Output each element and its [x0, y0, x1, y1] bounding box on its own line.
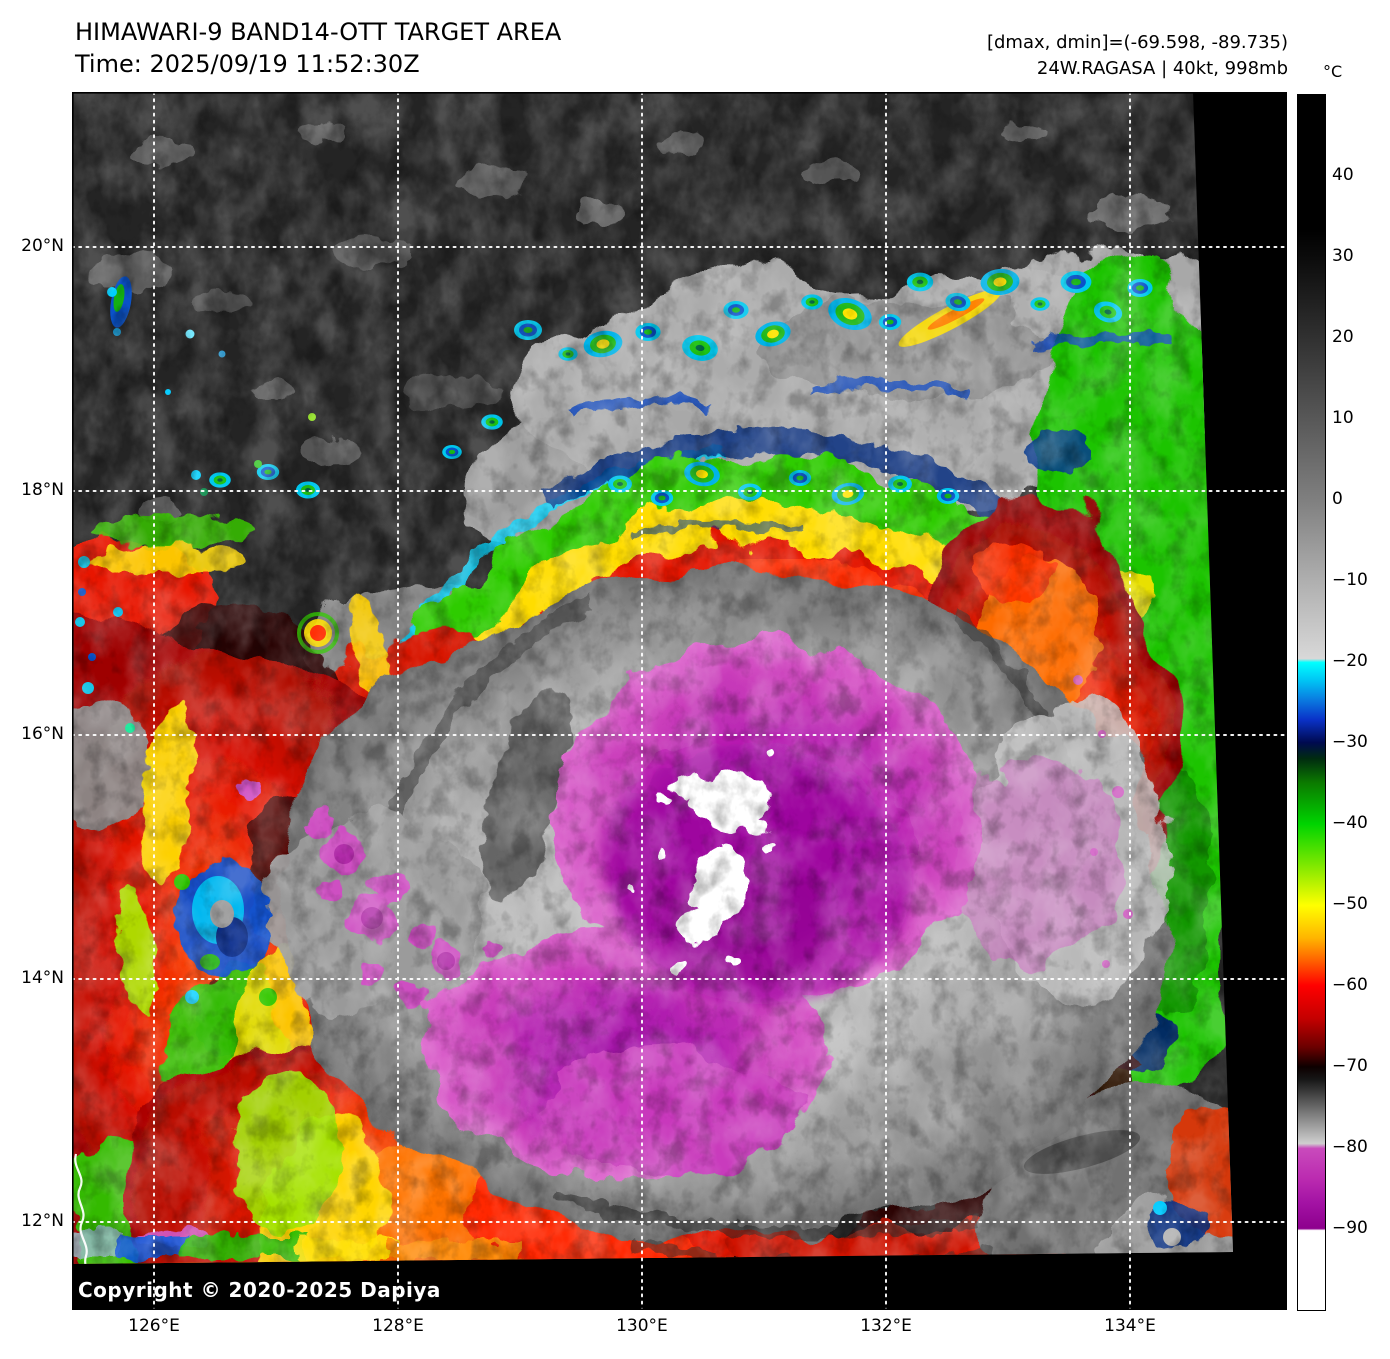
colorbar-tick-label: −70 — [1332, 1056, 1368, 1076]
colorbar-tick-label: −20 — [1332, 651, 1368, 672]
lat-tick-label: 16°N — [21, 723, 64, 744]
lat-tick-label: 12°N — [21, 1211, 64, 1232]
lat-tick-label: 20°N — [21, 236, 64, 257]
lat-tick-label: 14°N — [21, 967, 64, 988]
colorbar-tick-label: −50 — [1332, 894, 1368, 915]
page-title: HIMAWARI-9 BAND14-OTT TARGET AREA — [75, 18, 562, 46]
colorbar-tick-label: 10 — [1332, 408, 1354, 429]
colorbar — [1297, 94, 1326, 1311]
plot-border — [72, 92, 1287, 1310]
colorbar-tick-label: −90 — [1332, 1217, 1368, 1238]
lon-tick-label: 132°E — [860, 1316, 912, 1336]
colorbar-tick-label: −40 — [1332, 813, 1368, 833]
lat-tick-label: 18°N — [21, 480, 64, 501]
colorbar-tick-label: −80 — [1332, 1137, 1368, 1158]
lon-tick-label: 130°E — [616, 1316, 668, 1336]
storm-info-label: 24W.RAGASA | 40kt, 998mb — [1036, 58, 1288, 79]
colorbar-tick-label: −30 — [1332, 731, 1368, 752]
colorbar-tick-label: −60 — [1332, 974, 1368, 995]
lon-tick-label: 134°E — [1104, 1316, 1156, 1336]
satellite-image — [72, 92, 1287, 1310]
time-label: Time: 2025/09/19 11:52:30Z — [75, 50, 420, 78]
gridlines — [72, 92, 1287, 1310]
colorbar-tick-label: 40 — [1332, 165, 1354, 186]
lon-tick-label: 126°E — [128, 1316, 180, 1336]
colorbar-tick-label: 30 — [1332, 245, 1354, 266]
colorbar-tick-label: 0 — [1332, 488, 1343, 509]
colorbar-tick-label: 20 — [1332, 327, 1354, 347]
coastline — [74, 1153, 98, 1264]
satellite-map-plot: Copyright © 2020-2025 Dapiya — [72, 92, 1287, 1310]
colorbar-unit-label: °C — [1323, 62, 1343, 81]
dmax-dmin-label: [dmax, dmin]=(-69.598, -89.735) — [986, 32, 1288, 53]
satellite-swath — [72, 92, 1233, 1264]
copyright-label: Copyright © 2020-2025 Dapiya — [78, 1278, 441, 1302]
lon-tick-label: 128°E — [372, 1316, 424, 1336]
colorbar-tick-label: −10 — [1332, 570, 1368, 590]
